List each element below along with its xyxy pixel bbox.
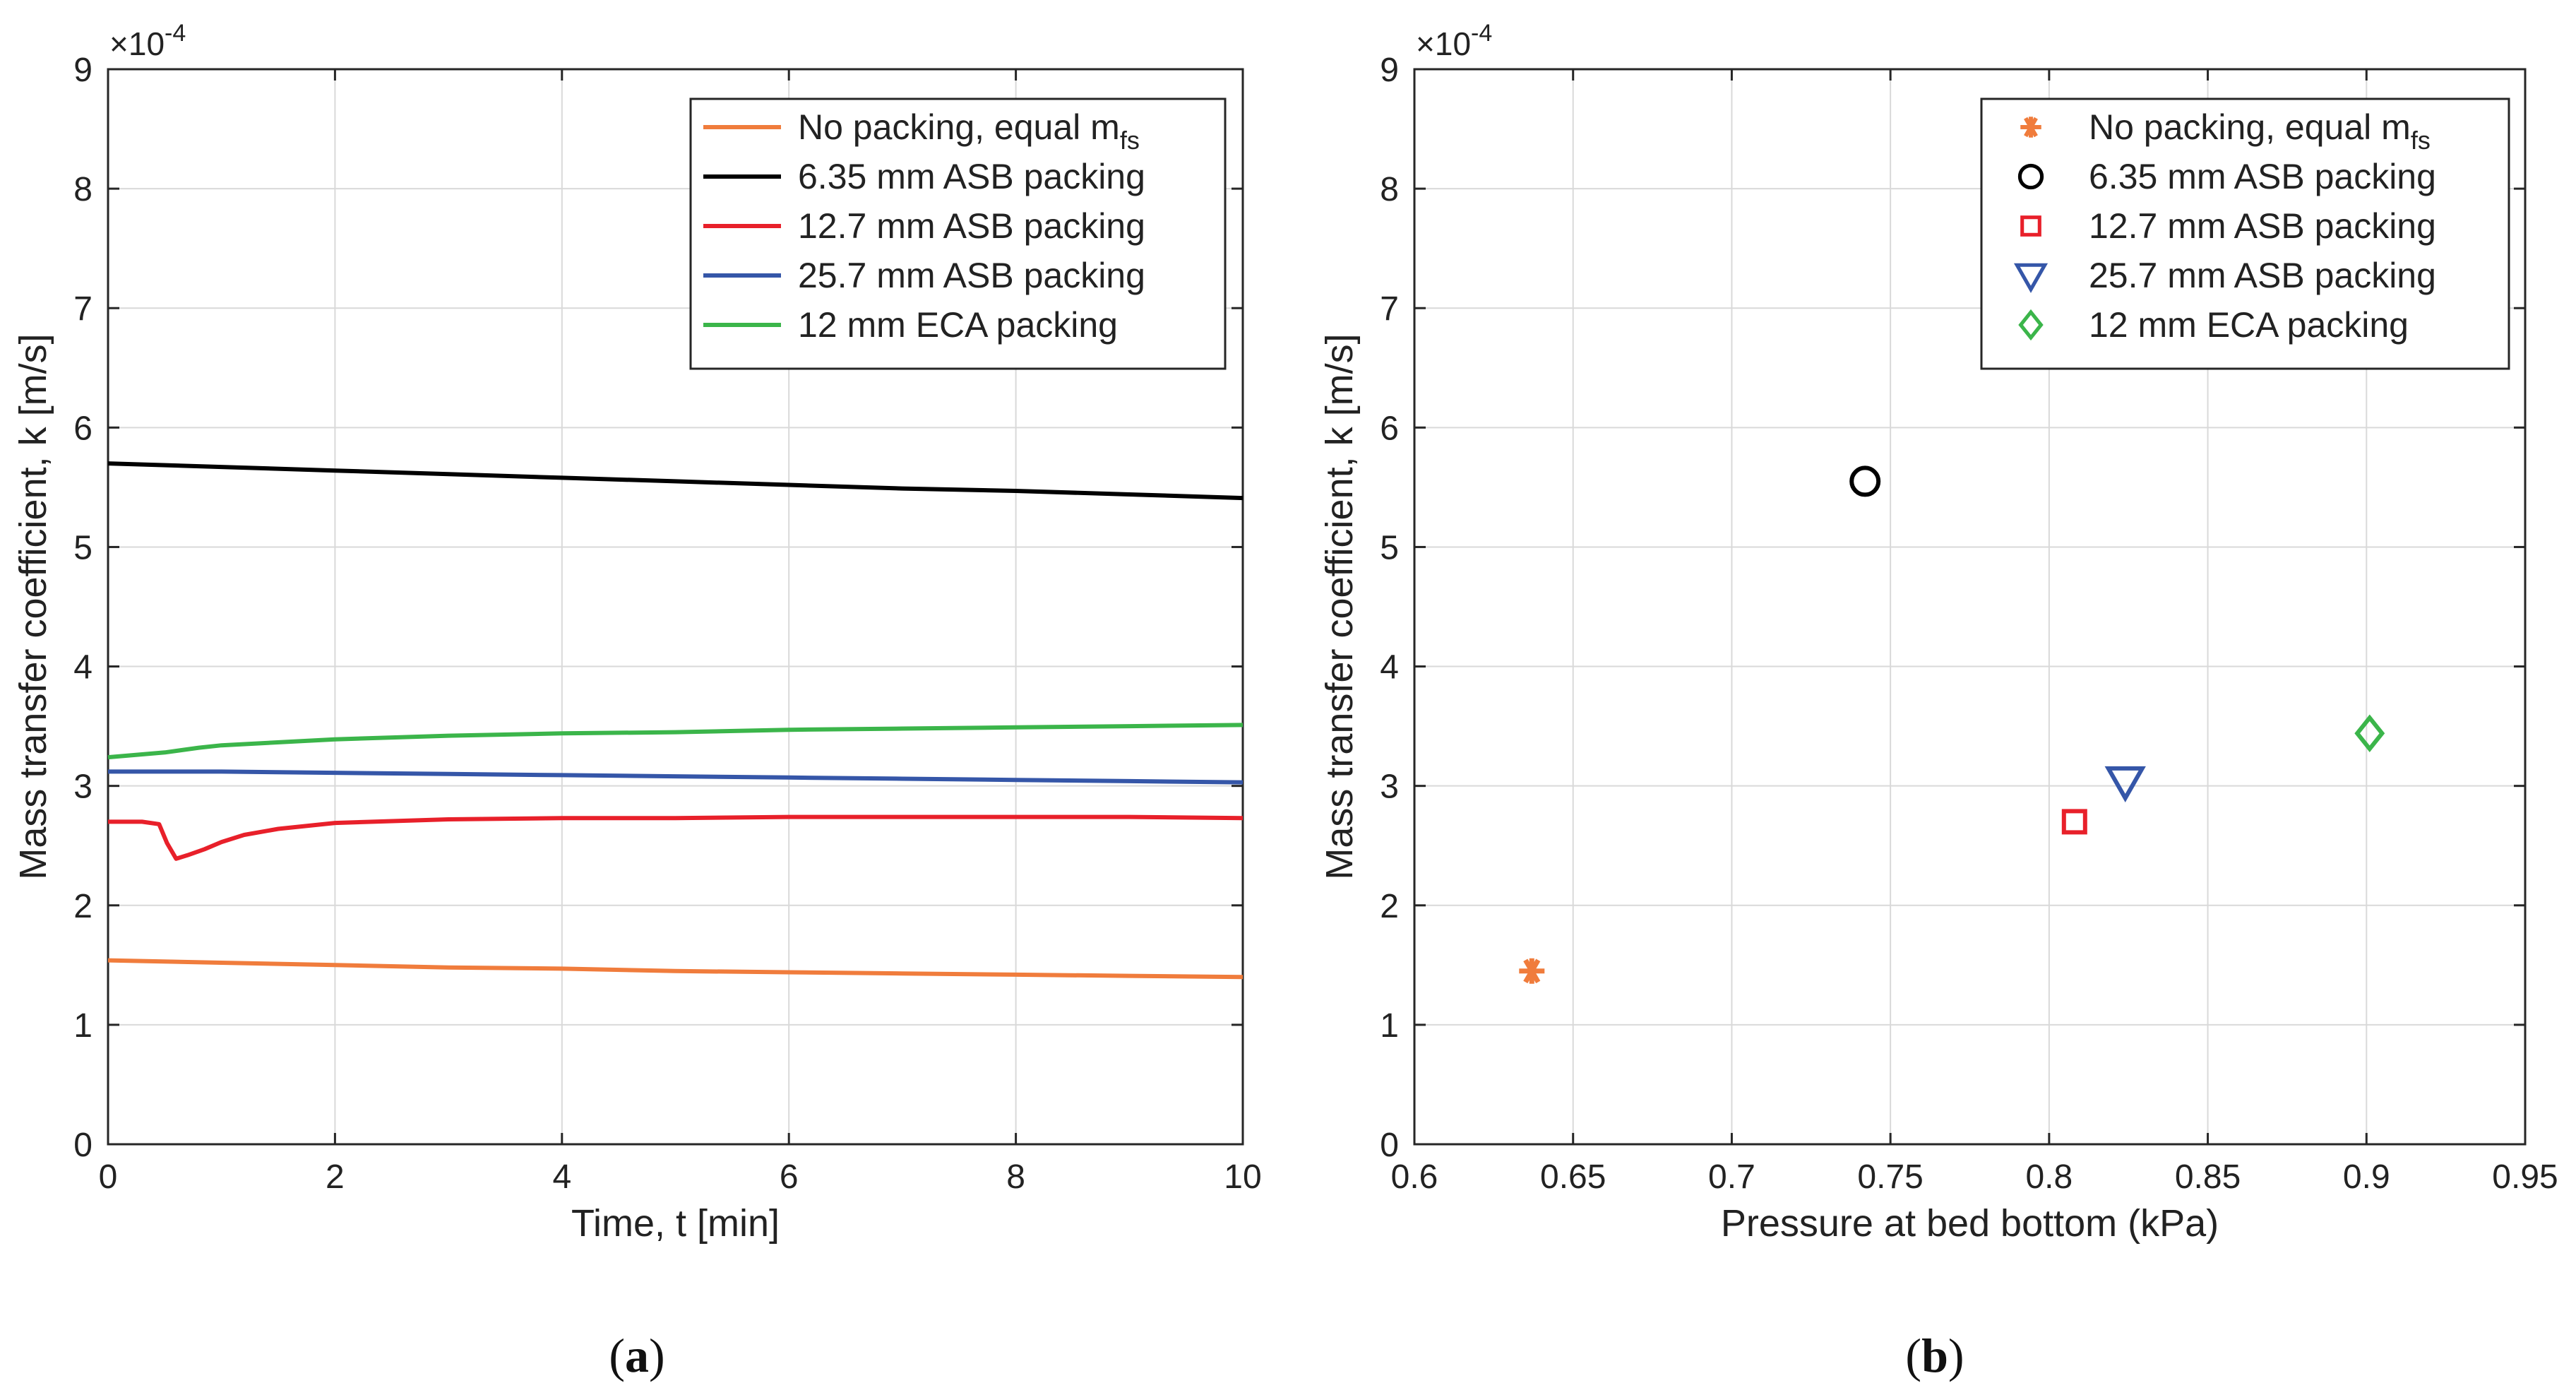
chart-b-ytick-label: 2 [1380,888,1399,925]
chart-a-ytick-label: 2 [73,888,93,925]
chart-b-point-0 [1519,958,1545,984]
chart-b-exponent-label: ×10-4 [1416,20,1492,62]
chart-a-series-line-1 [107,461,1244,501]
chart-b-ytick-label: 8 [1380,171,1399,208]
chart-a-xtick-label: 10 [1224,1158,1261,1196]
chart-a-xtick-label: 2 [326,1158,345,1196]
chart-b-legend-label-0: No packing, equal mfs [2089,107,2431,155]
chart-b-legend-marker-1 [2017,163,2044,190]
chart-a-legend-subscript-0: fs [1120,126,1140,155]
chart-a-exponent-power: -4 [165,20,186,47]
panel-label-b: (b) [1905,1329,1964,1382]
chart-b-xtick-label: 0.8 [2025,1158,2073,1196]
panel-label-a-text: a [625,1329,649,1382]
chart-a-legend-label-4: 12 mm ECA packing [798,305,1118,345]
chart-b-ytick-label: 1 [1380,1007,1399,1045]
chart-a-exponent-label: ×10-4 [109,20,186,62]
chart-a-legend-label-1: 6.35 mm ASB packing [798,157,1145,196]
chart-a-ytick-label: 1 [73,1007,93,1045]
chart-b-xtick-label: 0.85 [2175,1158,2241,1196]
chart-b-xtick-label: 0.65 [1540,1158,1606,1196]
chart-b-axes-box [1413,68,2527,1146]
chart-b-point-4 [2354,714,2385,753]
chart-b-legend-label-1: 6.35 mm ASB packing [2089,157,2436,196]
chart-a-xtick-label: 6 [780,1158,799,1196]
chart-a-xtick-label: 8 [1006,1158,1025,1196]
chart-a-axes-box [107,68,1244,1146]
chart-a-ytick-label: 5 [73,529,93,566]
chart-a-xlabel: Time, t [min] [571,1202,780,1245]
chart-b-point-2 [2061,809,2087,835]
chart-a-ylabel: Mass transfer coefficient, k [m/s] [12,333,54,879]
chart-a-series-line-0 [107,958,1244,980]
chart-b-xtick-label: 0.9 [2343,1158,2390,1196]
chart-b-ytick-label: 4 [1380,649,1399,687]
chart-a-legend-label-3: 25.7 mm ASB packing [798,256,1145,295]
chart-a-series-line-3 [108,769,1244,785]
chart-b-exponent-power: -4 [1471,20,1492,47]
chart-b-point-1 [1849,465,1881,497]
chart-b-xtick-label: 0.7 [1708,1158,1755,1196]
chart-b-legend-label-3: 25.7 mm ASB packing [2089,256,2436,295]
chart-a-xtick-label: 4 [552,1158,571,1196]
chart-b-xlabel: Pressure at bed bottom (kPa) [1721,1202,2219,1245]
chart-a-xtick-label: 0 [99,1158,118,1196]
chart-b-xtick-label: 0.75 [1857,1158,1923,1196]
chart-a-legend-label-2: 12.7 mm ASB packing [798,206,1145,246]
chart-a-ytick-label: 0 [73,1127,93,1164]
chart-b-legend-marker-4 [2018,309,2044,341]
chart-a-ytick-label: 3 [73,768,93,806]
chart-b-legend-box [1980,97,2510,370]
panel-label-b-text: b [1921,1329,1948,1382]
chart-b-legend-label-2: 12.7 mm ASB packing [2089,206,2436,246]
chart-b-ytick-label: 0 [1380,1127,1399,1164]
chart-b-ytick-label: 3 [1380,768,1399,806]
chart-b-ytick-label: 9 [1380,52,1399,89]
chart-b-ylabel: Mass transfer coefficient, k [m/s] [1318,333,1361,879]
chart-b-legend-marker-2 [2020,215,2041,237]
panel-label-a: (a) [609,1329,665,1382]
chart-a-ytick-label: 9 [73,52,93,89]
chart-a-series-line-4 [107,723,1244,760]
chart-b-legend-label-4: 12 mm ECA packing [2089,305,2409,345]
chart-b-ytick-label: 7 [1380,290,1399,328]
chart-a-ytick-label: 8 [73,171,93,208]
chart-b-legend-subscript-0: fs [2411,126,2431,155]
chart-a-legend-label-0: No packing, equal mfs [798,107,1140,155]
chart-a-ytick-label: 4 [73,649,93,687]
chart-b-xtick-label: 0.6 [1391,1158,1438,1196]
chart-b-point-3 [2104,766,2146,802]
chart-b-xtick-label: 0.95 [2492,1158,2558,1196]
chart-b-legend-marker-0 [2020,117,2041,138]
chart-a-ytick-label: 6 [73,410,93,447]
chart-a-ytick-label: 7 [73,290,93,328]
chart-b-ytick-label: 6 [1380,410,1399,447]
chart-a-series-line-2 [108,814,1244,861]
chart-b-ytick-label: 5 [1380,529,1399,566]
chart-b-legend-marker-3 [2013,263,2049,293]
